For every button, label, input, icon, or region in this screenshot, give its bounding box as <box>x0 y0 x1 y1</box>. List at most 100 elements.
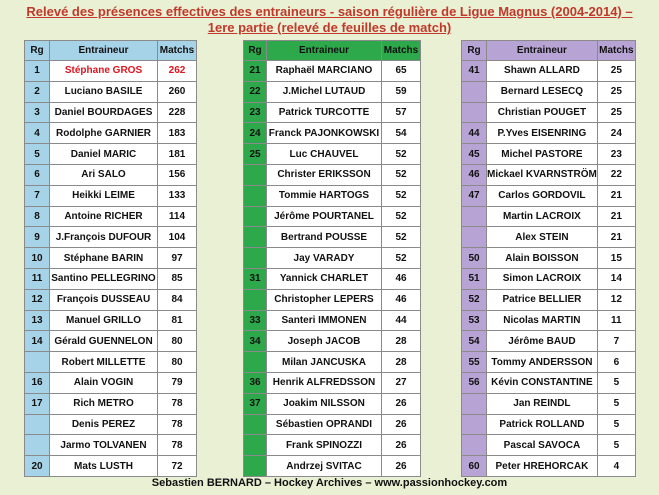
matches-cell: 25 <box>596 101 636 124</box>
rank-cell <box>461 101 487 124</box>
table-row: 37 Joakim NILSSON 26 <box>243 392 421 415</box>
matches-cell: 6 <box>596 351 636 373</box>
coach-name-cell: Denis PEREZ <box>49 413 158 436</box>
table-row: 6 Ari SALO 156 <box>24 163 197 186</box>
table-row: Christian POUGET 25 <box>461 101 636 124</box>
table-row: 31 Yannick CHARLET 46 <box>243 267 421 290</box>
coach-name-cell: Milan JANCUSKA <box>266 351 382 373</box>
coach-table-1: Rg Entraineur Matchs 1 Stéphane GROS 262 2 L… <box>24 40 197 477</box>
matches-cell: 5 <box>596 392 636 415</box>
table-row: 34 Joseph JACOB 28 <box>243 330 421 353</box>
matches-cell: 28 <box>381 351 421 373</box>
matches-cell: 24 <box>596 122 636 145</box>
coach-name-cell: Bernard LESECQ <box>486 80 598 103</box>
table-row: Jan REINDL 5 <box>461 392 636 415</box>
coach-name-cell: Ari SALO <box>49 163 158 186</box>
rank-cell: 11 <box>24 267 50 290</box>
matches-cell: 78 <box>157 392 197 415</box>
coach-name-cell: Patrick ROLLAND <box>486 413 598 436</box>
matches-cell: 183 <box>157 122 197 145</box>
matches-cell: 5 <box>596 434 636 457</box>
coach-name-cell: Jan REINDL <box>486 392 598 415</box>
coach-name-cell: Shawn ALLARD <box>486 60 598 82</box>
rank-cell <box>461 226 487 249</box>
matches-cell: 52 <box>381 143 421 165</box>
table-row: 4 Rodolphe GARNIER 183 <box>24 122 197 145</box>
coach-name-cell: Santino PELLEGRINO <box>49 267 158 290</box>
matches-cell: 21 <box>596 184 636 207</box>
rank-cell: 37 <box>243 392 267 415</box>
table-row: 47 Carlos GORDOVIL 21 <box>461 184 636 207</box>
coach-name-cell: Manuel GRILLO <box>49 309 158 332</box>
rank-cell: 36 <box>243 371 267 394</box>
matches-cell: 46 <box>381 288 421 311</box>
matches-cell: 80 <box>157 330 197 353</box>
rank-cell <box>243 184 267 207</box>
header-matches: Matchs <box>596 40 636 61</box>
coach-name-cell: Christopher LEPERS <box>266 288 382 311</box>
matches-cell: 23 <box>596 143 636 165</box>
rank-cell: 5 <box>24 143 50 165</box>
table-row: Bertrand POUSSE 52 <box>243 226 421 249</box>
rank-cell: 46 <box>461 163 487 186</box>
coach-name-cell: Rich METRO <box>49 392 158 415</box>
table-row: Patrick ROLLAND 5 <box>461 413 636 436</box>
table-row: Andrzej SVITAC 26 <box>243 455 421 477</box>
matches-cell: 156 <box>157 163 197 186</box>
coach-name-cell: Tommy ANDERSSON <box>486 351 598 373</box>
table-row: 53 Nicolas MARTIN 11 <box>461 309 636 332</box>
coach-name-cell: Andrzej SVITAC <box>266 455 382 477</box>
coach-name-cell: Jay VARADY <box>266 247 382 269</box>
coach-name-cell: Alain VOGIN <box>49 371 158 394</box>
table-row: Sébastien OPRANDI 26 <box>243 413 421 436</box>
coach-name-cell: Kévin CONSTANTINE <box>486 371 598 394</box>
matches-cell: 26 <box>381 434 421 457</box>
rank-cell: 12 <box>24 288 50 311</box>
matches-cell: 15 <box>596 247 636 269</box>
table-row: 60 Peter HREHORCAK 4 <box>461 455 636 477</box>
table-row: 14 Gérald GUENNELON 80 <box>24 330 197 353</box>
table-row: 7 Heikki LEIME 133 <box>24 184 197 207</box>
rank-cell <box>243 351 267 373</box>
matches-cell: 52 <box>381 226 421 249</box>
rank-cell: 16 <box>24 371 50 394</box>
coach-name-cell: P.Yves EISENRING <box>486 122 598 145</box>
rank-cell: 13 <box>24 309 50 332</box>
coach-table-2: Rg Entraineur Matchs 21 Raphaël MARCIANO 6… <box>243 40 421 477</box>
matches-cell: 59 <box>381 80 421 103</box>
rank-cell: 47 <box>461 184 487 207</box>
coach-name-cell: Peter HREHORCAK <box>486 455 598 477</box>
coach-name-cell: J.François DUFOUR <box>49 226 158 249</box>
rank-cell: 45 <box>461 143 487 165</box>
table-row: 13 Manuel GRILLO 81 <box>24 309 197 332</box>
table-row: 12 François DUSSEAU 84 <box>24 288 197 311</box>
coach-name-cell: Bertrand POUSSE <box>266 226 382 249</box>
matches-cell: 52 <box>381 163 421 186</box>
coach-name-cell: Stéphane GROS <box>49 60 158 82</box>
coach-name-cell: Jérôme BAUD <box>486 330 598 353</box>
page-title: Relevé des présences effectives des entr… <box>0 4 659 36</box>
coach-name-cell: Mats LUSTH <box>49 455 158 477</box>
table-header-row: Rg Entraineur Matchs <box>243 40 421 61</box>
table-row: 41 Shawn ALLARD 25 <box>461 60 636 82</box>
matches-cell: 5 <box>596 371 636 394</box>
coach-name-cell: Patrick TURCOTTE <box>266 101 382 124</box>
matches-cell: 21 <box>596 205 636 228</box>
matches-cell: 26 <box>381 455 421 477</box>
rank-cell: 24 <box>243 122 267 145</box>
table-row: Robert MILLETTE 80 <box>24 351 197 373</box>
matches-cell: 57 <box>381 101 421 124</box>
coach-name-cell: Antoine RICHER <box>49 205 158 228</box>
table-row: Bernard LESECQ 25 <box>461 80 636 103</box>
rank-cell: 10 <box>24 247 50 269</box>
coach-name-cell: Jérôme POURTANEL <box>266 205 382 228</box>
matches-cell: 262 <box>157 60 197 82</box>
coach-name-cell: Michel PASTORE <box>486 143 598 165</box>
coach-name-cell: Mickael KVARNSTRÖM <box>486 163 598 186</box>
table-header-row: Rg Entraineur Matchs <box>24 40 197 61</box>
table-row: 45 Michel PASTORE 23 <box>461 143 636 165</box>
table-row: Christer ERIKSSON 52 <box>243 163 421 186</box>
coach-name-cell: Henrik ALFREDSSON <box>266 371 382 394</box>
matches-cell: 81 <box>157 309 197 332</box>
rank-cell <box>24 351 50 373</box>
